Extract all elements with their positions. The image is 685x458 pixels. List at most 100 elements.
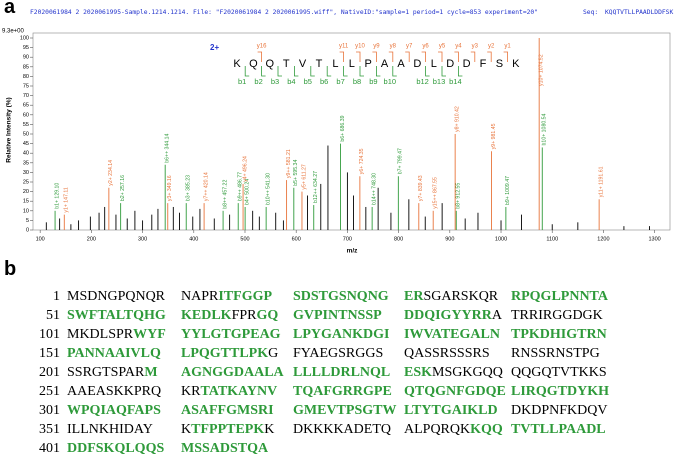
residue-group: GVPINTNSSP — [293, 308, 382, 324]
x-tick-label: 900 — [445, 236, 454, 242]
x-tick-label: 400 — [189, 236, 198, 242]
b-ion-label: b7 — [336, 77, 344, 86]
segment: FPR — [231, 308, 257, 323]
b-ion-label: b2 — [254, 77, 262, 86]
y-ion-label: y5 — [439, 44, 446, 50]
residue: Q — [266, 58, 275, 70]
y-tick-label: 85 — [23, 64, 29, 70]
peak-label: y7++ 420.14 — [203, 172, 209, 201]
segment: K — [181, 422, 192, 437]
x-tick-label: 100 — [36, 236, 45, 242]
line-number: 151 — [39, 346, 60, 361]
charge-state: 2+ — [210, 43, 219, 52]
residue-group: LPQGTTLPKG — [181, 346, 278, 362]
y-tick-label: 5 — [26, 218, 29, 224]
segment: SGARSKQR — [423, 289, 499, 304]
residue: S — [496, 58, 503, 70]
y-tick-label: 80 — [23, 74, 29, 80]
peak-label: b9+ 1009.47 — [505, 176, 511, 205]
x-tick-label: 1000 — [495, 236, 507, 242]
y-tick-label: 90 — [23, 55, 29, 61]
covered-segment: QTQGNFGDQE — [404, 384, 506, 399]
residue: A — [397, 58, 405, 70]
y-ion-label: y11 — [339, 44, 349, 50]
covered-segment: GVPINTNSSP — [293, 308, 382, 323]
residue-group: LTYTGAIKLD — [404, 403, 498, 419]
segment: MKDLSPR — [67, 327, 134, 342]
y-tick-label: 30 — [23, 170, 29, 176]
segment: AAEASKKPRQ — [67, 384, 162, 399]
residue-group: TVTLLPAADL — [511, 422, 606, 438]
y-tick-label: 45 — [23, 141, 29, 147]
y-ion-mark — [372, 51, 377, 62]
y-tick-label: 0 — [26, 227, 29, 233]
y-ion-mark — [405, 51, 410, 62]
segment: DKDPNFKDQV — [511, 403, 608, 418]
y-ion-label: y6 — [422, 44, 429, 50]
b-ion-mark — [392, 66, 397, 77]
peak-label: b6++ 344.14 — [165, 133, 171, 162]
residue-group: ESKMSGKGQQ — [404, 365, 503, 381]
x-tick-label: 600 — [292, 236, 301, 242]
spectrum-chart: F2020061984 2 2020061995-Sample.1214.121… — [2, 9, 673, 255]
covered-segment: M — [144, 365, 158, 380]
b-ion-label: b9 — [369, 77, 377, 86]
y-ion-mark — [257, 51, 262, 62]
y-ion-mark — [421, 51, 426, 62]
residue-group: KRTATKAYNV — [181, 384, 277, 400]
peak-label: b9++ 486.77 — [238, 172, 244, 201]
x-tick-label: 1300 — [649, 236, 661, 242]
residue-group: RPQGLPNNTA — [511, 289, 608, 305]
peak-label: b3+ 385.23 — [186, 175, 192, 201]
residue-group: GMEVTPSGTW — [293, 403, 396, 419]
covered-segment: TQAFGRRGPE — [293, 384, 392, 399]
b-ion-label: b1 — [238, 77, 246, 86]
covered-segment: KEDLK — [181, 308, 232, 323]
b-ion-label: b14 — [449, 77, 462, 86]
y-tick-label: 15 — [23, 199, 29, 205]
y-tick-label: 70 — [23, 93, 29, 99]
y-ion-label: y1 — [504, 44, 511, 50]
covered-segment: LTYTGAIKLD — [404, 403, 498, 418]
residue-group: DDQIGYYRRA — [404, 308, 502, 324]
panel-label: b — [4, 258, 17, 280]
peak-label: b1+ 129.10 — [54, 183, 60, 209]
covered-segment: DDQIGYYRR — [404, 308, 492, 323]
line-number: 251 — [39, 384, 60, 399]
peak-label: y2+ 234.14 — [108, 160, 114, 186]
line-number: 1 — [53, 289, 60, 304]
residue: D — [463, 58, 471, 70]
residue: T — [283, 58, 290, 70]
residue-group: AGNGGDAALA — [181, 365, 284, 381]
residue-group: SSRGTSPARM — [67, 365, 158, 381]
y-tick-label: 25 — [23, 179, 29, 185]
y-axis-label: Relative Intensity (%) — [6, 97, 13, 162]
b-ion-mark — [376, 66, 381, 77]
residue-group: MSDNGPQNQR — [67, 289, 165, 305]
b-ion-label: b10 — [384, 77, 397, 86]
y-ion-mark — [356, 51, 361, 62]
b-ion-label: b8 — [353, 77, 361, 86]
residue-group: ILLNKHIDAY — [67, 422, 153, 438]
line-number: 301 — [39, 403, 60, 418]
covered-segment: PANNAAIVLQ — [67, 346, 161, 361]
covered-segment: IWVATEGALN — [404, 327, 500, 342]
y-tick-label: 55 — [23, 122, 29, 128]
segment: ILLNKHIDAY — [67, 422, 153, 437]
covered-segment: ESK — [404, 365, 433, 380]
peak-label: b5+ 595.34 — [293, 160, 299, 186]
b-ion-mark — [261, 66, 266, 77]
peak-label: b7+ 799.47 — [398, 148, 404, 174]
y-ion-label: y9 — [373, 44, 380, 50]
b-ion-mark — [359, 66, 364, 77]
b-ion-label: b12 — [416, 77, 429, 86]
y-ion-label: y2 — [488, 44, 495, 50]
b-ion-mark — [244, 66, 250, 77]
x-tick-label: 1200 — [597, 236, 609, 242]
covered-segment: ER — [404, 289, 424, 304]
covered-segment: YYLGTGPEAG — [181, 327, 281, 342]
peak-label: y9+ 981.45 — [491, 123, 497, 149]
residue: F — [480, 58, 487, 70]
segment: G — [268, 346, 279, 361]
